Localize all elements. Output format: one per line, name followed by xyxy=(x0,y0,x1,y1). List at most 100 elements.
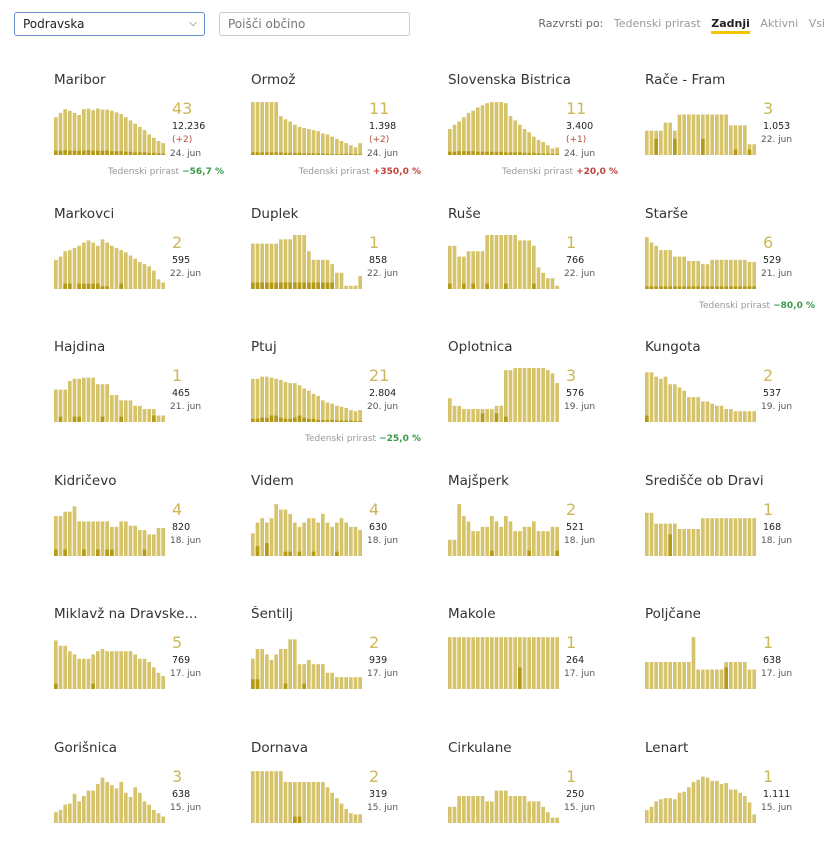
sparkline-bar xyxy=(476,250,480,289)
sparkline-bar xyxy=(659,249,663,289)
sparkline-bar xyxy=(138,261,142,289)
sparkline-bar xyxy=(77,658,81,689)
sparkline-new-cases-bar xyxy=(321,153,325,155)
last-case-date: 15. jun xyxy=(564,802,596,813)
municipality-card[interactable]: Cirkulane 1 250 15. jun xyxy=(448,736,628,854)
sparkline-bar xyxy=(527,368,531,422)
sparkline-bar xyxy=(729,662,733,689)
sparkline-chart xyxy=(54,377,165,422)
sparkline-bar xyxy=(546,811,550,823)
sparkline-bar xyxy=(555,817,559,823)
sparkline-new-cases-bar xyxy=(255,679,260,689)
sparkline-bar xyxy=(668,662,672,689)
sparkline-bar xyxy=(522,637,527,689)
sparkline-new-cases-bar xyxy=(344,153,348,155)
municipality-card[interactable]: Ptuj 21 2.804 20. jun Tedenski prirast −25,0 … xyxy=(251,335,431,453)
sparkline-new-cases-bar xyxy=(645,285,649,289)
sparkline-bar xyxy=(119,520,123,556)
municipality-card[interactable]: Poljčane 1 638 17. jun xyxy=(645,602,825,720)
sparkline-new-cases-bar xyxy=(504,416,508,422)
sparkline-bar xyxy=(738,792,742,823)
sparkline-bar xyxy=(715,259,719,289)
sparkline-new-cases-bar xyxy=(302,282,306,289)
last-case-date: 19. jun xyxy=(761,402,793,412)
sparkline-bar xyxy=(719,669,724,689)
municipality-card[interactable]: Kidričevo 4 820 18. jun xyxy=(54,469,234,587)
sparkline-new-cases-bar xyxy=(339,153,344,155)
sparkline-bar xyxy=(63,389,67,422)
sparkline-bar xyxy=(649,662,654,689)
municipality-card[interactable]: Hajdina 1 465 21. jun xyxy=(54,335,234,453)
sparkline-bar xyxy=(752,813,756,823)
municipality-card[interactable]: Kungota 2 537 19. jun xyxy=(645,335,825,453)
sparkline-bar xyxy=(550,373,555,422)
sparkline-new-cases-bar xyxy=(274,282,278,289)
sparkline-new-cases-bar xyxy=(110,151,114,155)
sparkline-bar xyxy=(358,143,362,155)
sparkline-bar xyxy=(147,533,151,556)
municipality-card[interactable]: Rače - Fram 3 1.053 22. jun xyxy=(645,68,825,186)
municipality-card[interactable]: Miklavž na Dravske... 5 769 17. jun xyxy=(54,602,234,720)
municipality-card[interactable]: Majšperk 2 521 18. jun xyxy=(448,469,628,587)
municipality-card[interactable]: Lenart 1 1.111 15. jun xyxy=(645,736,825,854)
active-cases-count: 1 xyxy=(763,633,774,652)
sparkline-bar xyxy=(68,249,72,289)
sparkline-bar xyxy=(527,132,531,155)
active-cases-count: 3 xyxy=(763,99,774,118)
sparkline-new-cases-bar xyxy=(316,153,320,155)
municipality-card[interactable]: Markovci 2 595 22. jun xyxy=(54,202,234,320)
municipality-card[interactable]: Maribor 43 12.236 (+2) 24. jun Tedenski prira… xyxy=(54,68,234,186)
sparkline-bar xyxy=(288,238,292,289)
sparkline-bar xyxy=(353,526,358,556)
sparkline-new-cases-bar xyxy=(710,285,714,289)
sparkline-bar xyxy=(311,517,316,556)
sparkline-new-cases-bar xyxy=(283,683,288,689)
sparkline-new-cases-bar xyxy=(485,151,489,155)
sort-option-active[interactable]: Aktivni xyxy=(760,17,799,30)
sparkline-bar xyxy=(729,517,733,556)
municipality-name: Rače - Fram xyxy=(645,72,726,88)
municipality-card[interactable]: Šentilj 2 939 17. jun xyxy=(251,602,431,720)
region-select[interactable]: Podravska ⌵ xyxy=(14,12,205,36)
municipality-card[interactable]: Videm 4 630 18. jun xyxy=(251,469,431,587)
sparkline-bar xyxy=(696,397,700,422)
municipality-card[interactable]: Gorišnica 3 638 15. jun xyxy=(54,736,234,854)
sparkline-bar xyxy=(68,511,72,556)
sparkline-bar xyxy=(72,112,77,155)
municipality-card[interactable]: Oplotnica 3 576 19. jun xyxy=(448,335,628,453)
sparkline-new-cases-bar xyxy=(68,150,72,155)
municipality-card[interactable]: Makole 1 264 17. jun xyxy=(448,602,628,720)
sparkline-bar xyxy=(710,403,714,422)
municipality-card[interactable]: Ruše 1 766 22. jun xyxy=(448,202,628,320)
sparkline-bar xyxy=(710,259,714,289)
sparkline-bar xyxy=(457,405,461,422)
municipality-card[interactable]: Ormož 11 1.398 (+2) 24. jun Tedenski prirast +… xyxy=(251,68,431,186)
sparkline-new-cases-bar xyxy=(550,153,555,155)
sparkline-bar xyxy=(86,658,91,689)
sparkline-new-cases-bar xyxy=(307,418,311,422)
sparkline-bar xyxy=(86,377,91,422)
municipality-card[interactable]: Duplek 1 858 22. jun xyxy=(251,202,431,320)
sort-option-weekly-growth[interactable]: Tedenski prirast xyxy=(613,17,701,30)
sparkline-new-cases-bar xyxy=(265,542,269,556)
sparkline-bar xyxy=(710,780,714,823)
sparkline-bar xyxy=(302,664,306,689)
municipality-search-input[interactable] xyxy=(219,12,410,36)
sparkline-bar xyxy=(100,238,105,289)
sparkline-new-cases-bar xyxy=(302,683,306,689)
sort-option-latest[interactable]: Zadnji xyxy=(711,17,750,34)
total-cases: 3.400 xyxy=(566,121,594,132)
municipality-card[interactable]: Starše 6 529 21. jun Tedenski prirast −80,0 % xyxy=(645,202,825,320)
sparkline-bar xyxy=(260,770,264,823)
weekly-growth-value: −80,0 % xyxy=(773,300,815,311)
sparkline-bar xyxy=(752,261,756,289)
sparkline-bar xyxy=(462,256,466,289)
weekly-growth-value: +350,0 % xyxy=(372,167,421,177)
municipality-card[interactable]: Slovenska Bistrica 11 3.400 (+1) 24. jun Tede… xyxy=(448,68,628,186)
municipality-card[interactable]: Dornava 2 319 15. jun xyxy=(251,736,431,854)
sparkline-bar xyxy=(302,128,306,155)
sort-option-all[interactable]: Vsi xyxy=(808,17,825,30)
municipality-card[interactable]: Središče ob Dravi 1 168 18. jun xyxy=(645,469,825,587)
sparkline-bar xyxy=(452,124,457,155)
sparkline-bar xyxy=(307,250,311,289)
